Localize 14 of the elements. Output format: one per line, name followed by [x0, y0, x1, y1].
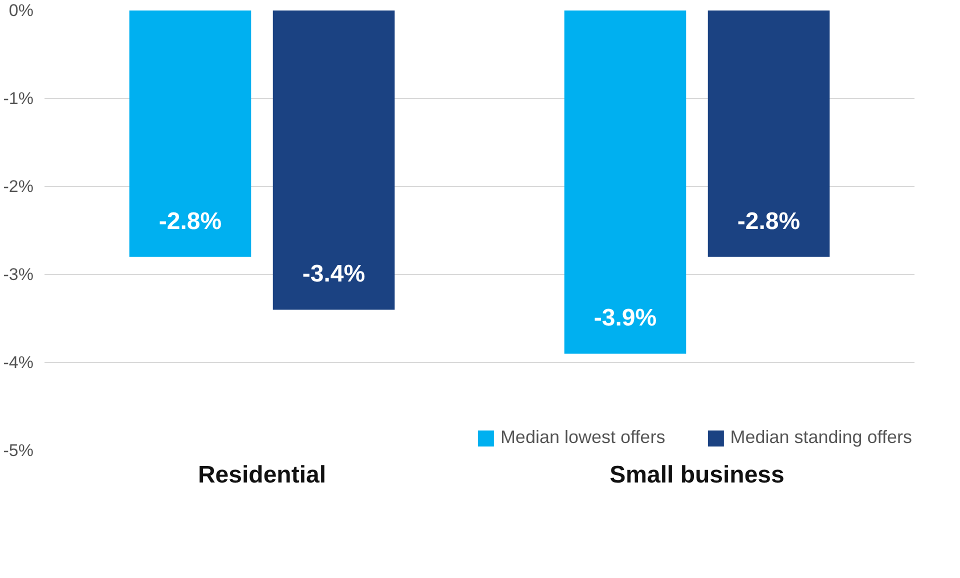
y-tick-label: -1% [3, 89, 34, 108]
legend-label: Median lowest offers [500, 427, 666, 448]
data-label: -3.9% [594, 304, 657, 332]
x-tick-label: Small business [610, 462, 784, 488]
y-tick-label: -5% [3, 441, 34, 460]
legend-label: Median standing offers [730, 427, 912, 448]
y-tick-label: 0% [8, 1, 34, 20]
x-tick-label: Residential [198, 462, 326, 488]
data-label: -2.8% [737, 208, 800, 235]
y-tick-label: -4% [3, 353, 34, 372]
y-tick-label: -3% [3, 265, 34, 284]
data-label: -3.4% [302, 260, 366, 288]
data-label: -2.8% [158, 208, 222, 235]
y-tick-label: -2% [3, 177, 34, 196]
